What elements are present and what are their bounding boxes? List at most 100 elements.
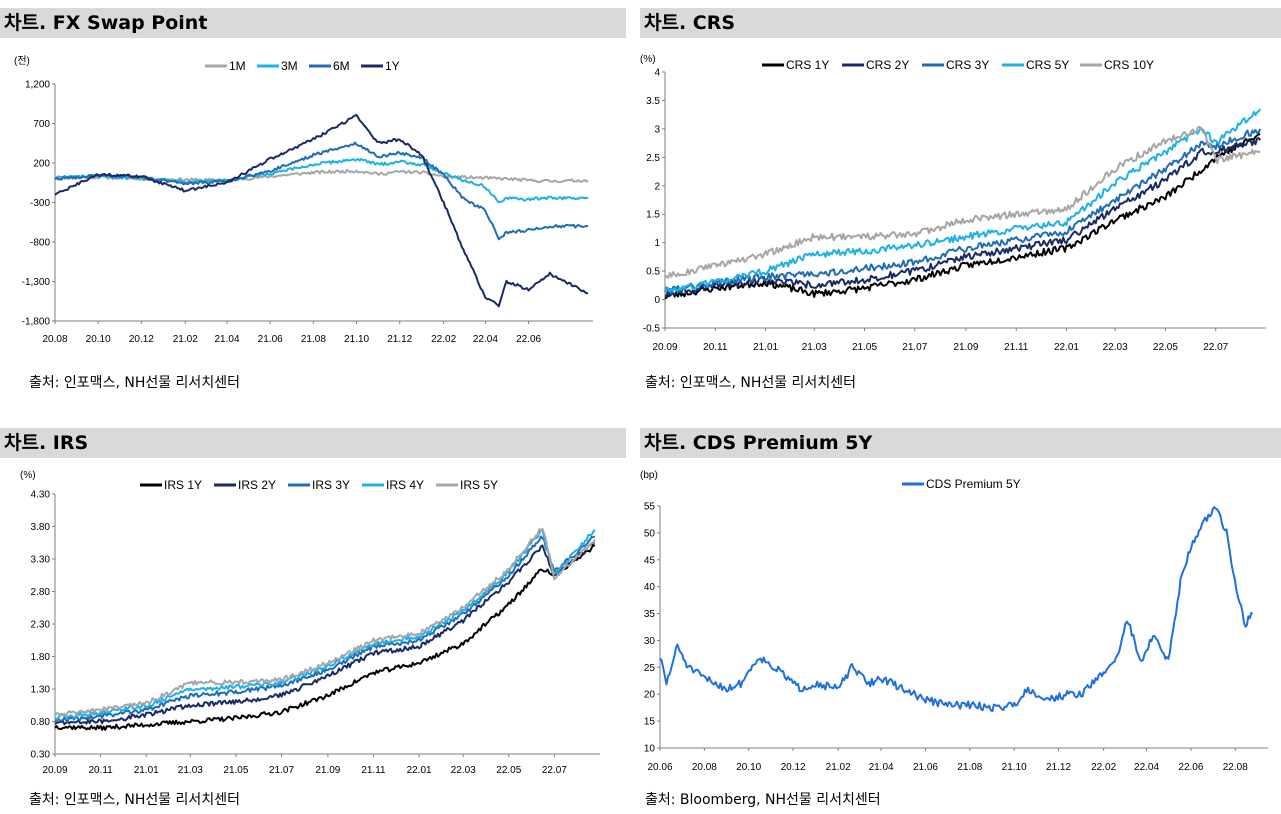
- source-note: 출처: 인포맥스, NH선물 리서치센터: [29, 375, 240, 391]
- unit-label: (%): [20, 470, 36, 481]
- legend-label: IRS 4Y: [386, 478, 424, 492]
- x-tick-label: 21.09: [953, 342, 978, 353]
- x-tick-label: 20.11: [88, 765, 113, 776]
- legend-label: CRS 10Y: [1104, 58, 1154, 72]
- y-tick-label: 55: [644, 502, 656, 513]
- legend-label: IRS 2Y: [238, 478, 276, 492]
- series-line-crs-5y: [664, 108, 1262, 293]
- y-tick-label: 2.30: [31, 620, 51, 631]
- x-tick-label: 22.02: [431, 334, 456, 345]
- series-line-irs-4y: [54, 528, 596, 721]
- series-line-irs-2y: [54, 541, 595, 726]
- x-tick-label: 21.04: [215, 334, 240, 345]
- x-tick-label: 21.06: [258, 334, 283, 345]
- series-line-irs-3y: [54, 535, 596, 723]
- x-tick-label: 22.08: [1223, 762, 1248, 773]
- y-tick-label: 0: [654, 295, 660, 306]
- panel-fx-swap-point: 차트. FX Swap Point (전) 1,200 700 200 -300 -800…: [0, 0, 640, 400]
- y-tick-label: 2.80: [31, 587, 51, 598]
- x-tick-label: 21.08: [957, 762, 982, 773]
- x-tick-label: 20.12: [129, 334, 154, 345]
- x-tick-label: 21.05: [223, 765, 248, 776]
- y-tick-label: 4: [654, 68, 660, 79]
- x-tick-label: 22.02: [1091, 762, 1116, 773]
- legend-label: CDS Premium 5Y: [926, 477, 1021, 491]
- series-line-irs-1y: [54, 544, 596, 731]
- legend-label: CRS 2Y: [866, 58, 909, 72]
- chart-title: 차트. IRS: [0, 428, 626, 458]
- x-tick-label: 22.03: [1103, 342, 1128, 353]
- x-tick-label: 20.11: [703, 342, 728, 353]
- legend-label: CRS 1Y: [786, 58, 829, 72]
- y-tick-label: 1.80: [31, 652, 51, 663]
- x-tick-label: 21.10: [344, 334, 369, 345]
- y-tick-label: 700: [33, 119, 50, 130]
- legend-label: 1Y: [385, 59, 400, 73]
- y-tick-label: -1,300: [22, 277, 51, 288]
- y-tick-label: 1.30: [31, 685, 51, 696]
- y-tick-label: 1,200: [25, 80, 50, 91]
- y-tick-label: 35: [644, 609, 656, 620]
- x-tick-label: 21.09: [315, 765, 340, 776]
- x-tick-label: 21.10: [1002, 762, 1027, 773]
- y-tick-label: 2: [654, 181, 660, 192]
- x-tick-label: 20.10: [736, 762, 761, 773]
- source-note: 출처: 인포맥스, NH선물 리서치센터: [645, 375, 856, 391]
- legend-label: 3M: [281, 59, 298, 73]
- series-line-crs-1y: [664, 133, 1261, 300]
- legend-label: IRS 1Y: [164, 478, 202, 492]
- y-tick-label: 3.30: [31, 555, 51, 566]
- x-tick-label: 21.11: [1004, 342, 1029, 353]
- cds-chart: (bp) 55 50 45 40 35 30 25 20 15 10 20.06 20.08 20.10 2…: [640, 470, 1268, 773]
- x-tick-label: 21.01: [134, 765, 159, 776]
- y-tick-label: -1,800: [22, 317, 51, 328]
- x-tick-label: 20.09: [42, 765, 67, 776]
- x-tick-label: 20.12: [781, 762, 806, 773]
- y-tick-label: -800: [30, 238, 50, 249]
- irs-chart: (%) 4.30 3.80 3.30 2.80 2.30 1.80 1.30 0.80 0.30 2…: [20, 470, 600, 776]
- y-tick-label: 15: [644, 717, 656, 728]
- source-note: 출처: Bloomberg, NH선물 리서치센터: [645, 792, 881, 808]
- x-tick-label: 20.06: [647, 762, 672, 773]
- x-tick-label: 22.06: [516, 334, 541, 345]
- x-tick-label: 22.04: [1134, 762, 1159, 773]
- unit-label: (%): [640, 54, 656, 65]
- fx-swap-chart: (전) 1,200 700 200 -300 -800 -1,300 -1,800 20.08 2…: [14, 55, 593, 345]
- y-tick-label: 30: [644, 636, 656, 647]
- y-tick-label: 3: [654, 124, 660, 135]
- legend-label: IRS 5Y: [460, 478, 498, 492]
- y-tick-label: 45: [644, 555, 656, 566]
- x-tick-label: 21.04: [869, 762, 894, 773]
- legend-label: IRS 3Y: [312, 478, 350, 492]
- series-line-1y: [54, 113, 589, 308]
- y-tick-label: 1: [654, 238, 660, 249]
- panel-irs: 차트. IRS (%) 4.30 3.80 3.30 2.80 2.30 1.80 1.30 0…: [0, 420, 640, 814]
- series-line-cds-premium-5y: [659, 506, 1254, 713]
- x-tick-label: 21.02: [173, 334, 198, 345]
- y-tick-label: 200: [33, 159, 50, 170]
- y-tick-label: 2.5: [646, 153, 660, 164]
- y-tick-label: 0.5: [646, 267, 660, 278]
- x-tick-label: 22.07: [542, 765, 567, 776]
- x-tick-label: 22.06: [1178, 762, 1203, 773]
- y-tick-label: 0.30: [31, 750, 51, 761]
- x-tick-label: 21.08: [301, 334, 326, 345]
- series-line-3m: [54, 157, 589, 204]
- x-tick-label: 22.01: [407, 765, 432, 776]
- x-tick-label: 21.11: [361, 765, 386, 776]
- x-tick-label: 20.09: [652, 342, 677, 353]
- y-tick-label: -0.5: [643, 324, 661, 335]
- y-tick-label: 3.80: [31, 522, 51, 533]
- legend-label: 6M: [333, 59, 350, 73]
- y-tick-label: 40: [644, 582, 656, 593]
- series-line-crs-3y: [664, 128, 1262, 295]
- chart-title: 차트. CRS: [640, 8, 1281, 38]
- x-tick-label: 21.05: [852, 342, 877, 353]
- x-tick-label: 22.05: [496, 765, 521, 776]
- x-tick-label: 21.01: [753, 342, 778, 353]
- x-tick-label: 21.12: [1046, 762, 1071, 773]
- chart-title: 차트. FX Swap Point: [0, 8, 626, 38]
- x-tick-label: 22.05: [1153, 342, 1178, 353]
- y-tick-label: 25: [644, 663, 656, 674]
- y-tick-label: 1.5: [646, 210, 660, 221]
